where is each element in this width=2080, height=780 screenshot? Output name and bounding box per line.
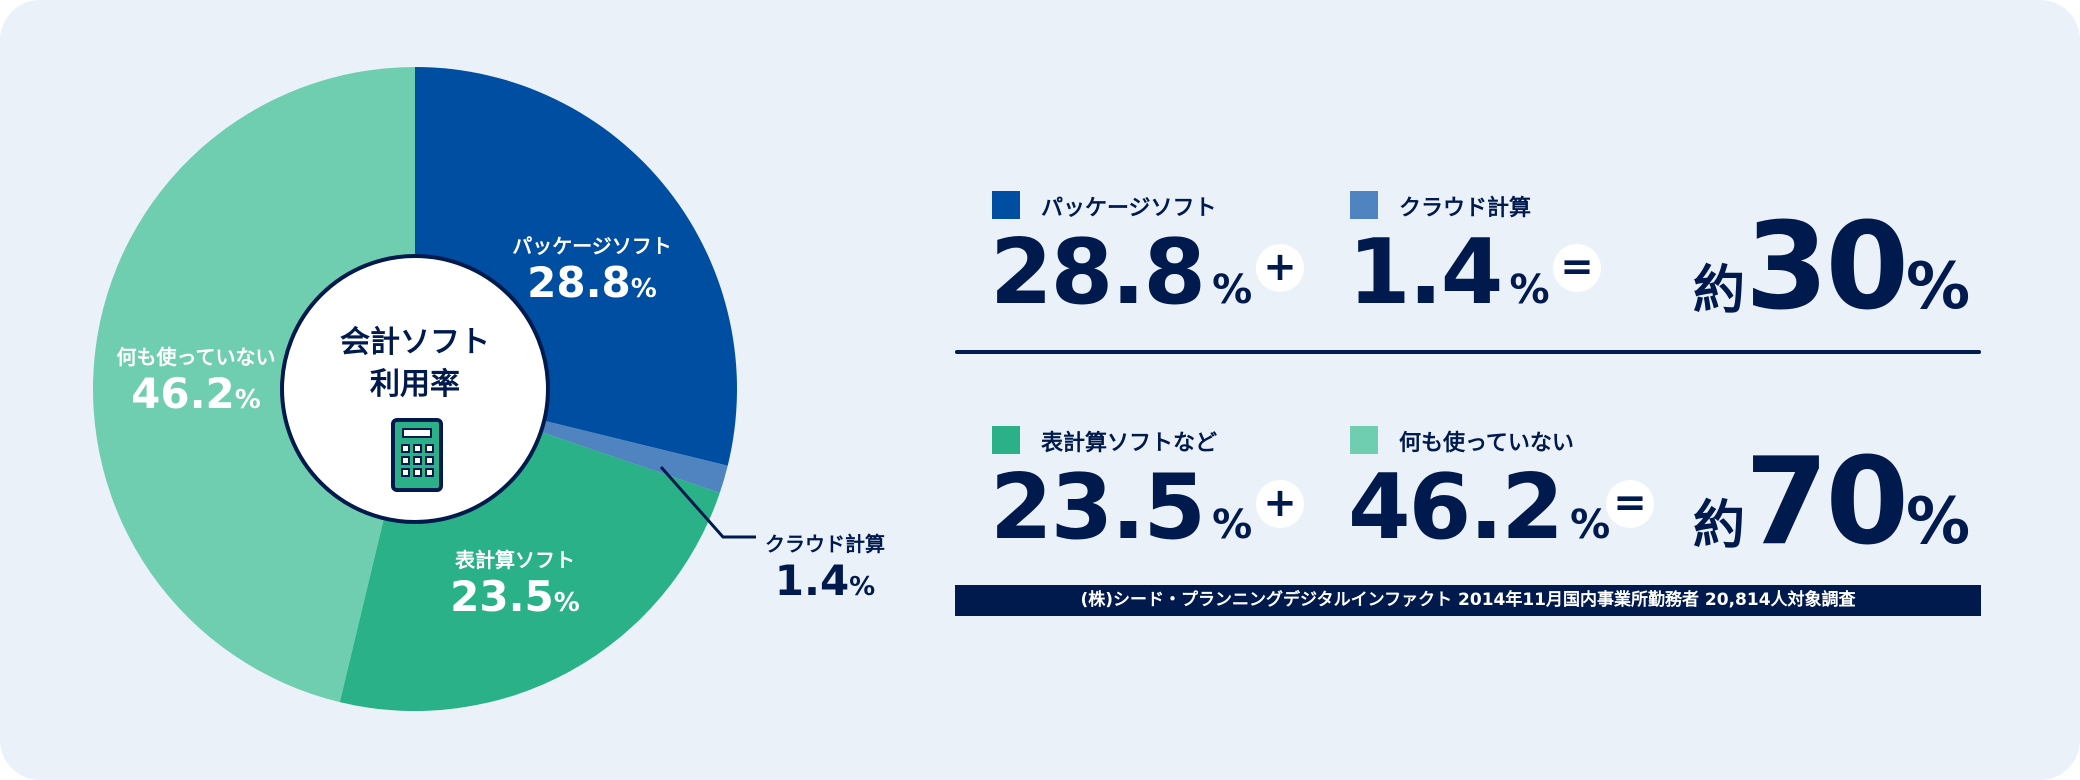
source-note: (株)シード・プランニングデジタルインファクト 2014年11月国内事業所勤務者… bbox=[955, 585, 1981, 616]
value-number: 1.4 bbox=[1348, 220, 1503, 325]
slice-value: 46.2 bbox=[131, 369, 235, 418]
center-title: 会計ソフト 利用率 bbox=[340, 322, 490, 406]
slice-value: 1.4 bbox=[774, 556, 850, 605]
result-70: 約70% bbox=[1693, 443, 1970, 563]
legend-label-package: パッケージソフト bbox=[1041, 196, 1217, 221]
value-spreadsheet: 23.5% bbox=[990, 463, 1252, 553]
slice-unit: % bbox=[553, 588, 580, 618]
value-unit: % bbox=[1212, 502, 1253, 548]
pie-chart bbox=[92, 67, 756, 711]
slice-label-text: パッケージソフト bbox=[512, 234, 672, 258]
legend-swatch-spreadsheet bbox=[992, 426, 1020, 454]
slice-none bbox=[92, 67, 415, 703]
equals-icon: = bbox=[1553, 244, 1601, 292]
value-number: 23.5 bbox=[990, 455, 1206, 560]
value-unit: % bbox=[1570, 502, 1611, 548]
slice-unit: % bbox=[849, 572, 876, 602]
result-prefix: 約 bbox=[1693, 261, 1746, 321]
slice-label-text: 何も使っていない bbox=[116, 345, 276, 369]
value-none: 46.2% bbox=[1348, 463, 1610, 553]
value-unit: % bbox=[1509, 267, 1550, 313]
value-number: 28.8 bbox=[990, 220, 1206, 325]
result-30: 約30% bbox=[1693, 208, 1970, 328]
slice-label-cloud: クラウド計算 1.4% bbox=[765, 528, 885, 605]
slice-unit: % bbox=[630, 274, 657, 304]
plus-icon: + bbox=[1256, 480, 1304, 528]
value-unit: % bbox=[1212, 267, 1253, 313]
value-number: 46.2 bbox=[1348, 455, 1564, 560]
legend-label-spreadsheet: 表計算ソフトなど bbox=[1041, 431, 1218, 456]
slice-label-text: クラウド計算 bbox=[765, 532, 885, 556]
center-title-line2: 利用率 bbox=[370, 367, 460, 402]
legend-label-cloud: クラウド計算 bbox=[1399, 196, 1532, 221]
slice-label-spreadsheet: 表計算ソフト 23.5% bbox=[450, 544, 580, 621]
legend-label-none: 何も使っていない bbox=[1399, 431, 1574, 456]
center-title-line1: 会計ソフト bbox=[340, 325, 490, 360]
center-circle bbox=[280, 254, 550, 524]
equals-icon: = bbox=[1606, 480, 1654, 528]
slice-value: 23.5 bbox=[450, 572, 554, 621]
divider bbox=[955, 350, 1981, 354]
slice-unit: % bbox=[234, 385, 261, 415]
result-prefix: 約 bbox=[1693, 496, 1746, 556]
result-unit: % bbox=[1906, 485, 1971, 559]
value-package: 28.8% bbox=[990, 228, 1252, 318]
legend-swatch-package bbox=[992, 191, 1020, 219]
cloud-leader-line bbox=[659, 466, 756, 539]
result-unit: % bbox=[1906, 250, 1971, 324]
slice-label-none: 何も使っていない 46.2% bbox=[117, 341, 276, 418]
legend-swatch-cloud bbox=[1350, 191, 1378, 219]
result-value: 70 bbox=[1745, 433, 1909, 572]
slice-label-text: 表計算ソフト bbox=[454, 548, 575, 572]
slice-value: 28.8 bbox=[527, 258, 631, 307]
calculator-icon bbox=[391, 418, 443, 492]
legend-swatch-none bbox=[1350, 426, 1378, 454]
result-value: 30 bbox=[1745, 198, 1909, 337]
plus-icon: + bbox=[1256, 244, 1304, 292]
slice-label-package: パッケージソフト 28.8% bbox=[512, 230, 672, 307]
value-cloud: 1.4% bbox=[1348, 228, 1550, 318]
